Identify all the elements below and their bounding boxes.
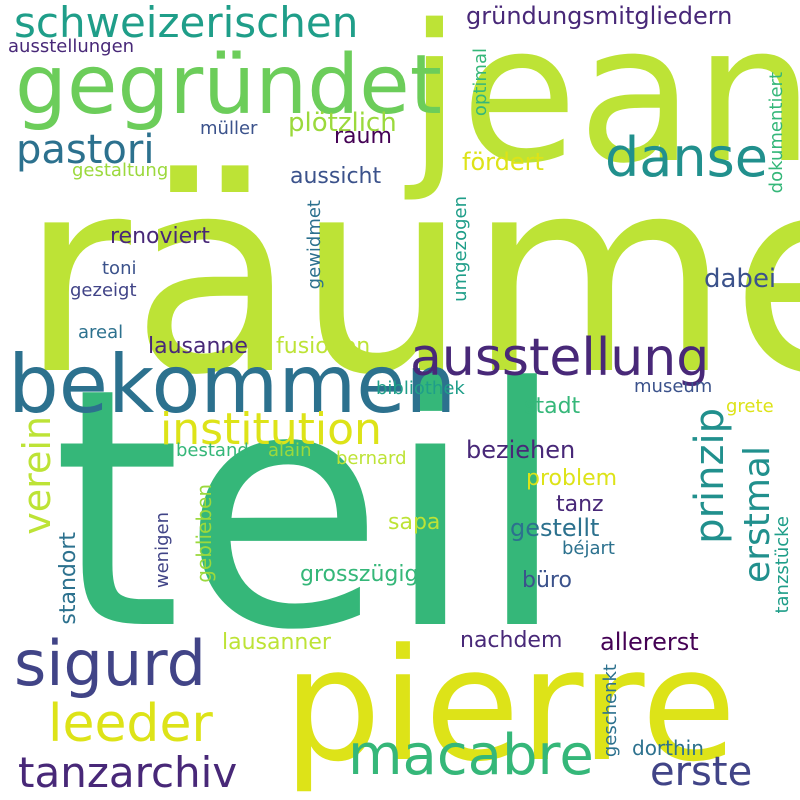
word-allererst: allererst bbox=[600, 628, 699, 656]
word-lausanne: lausanne bbox=[148, 334, 248, 359]
word-pierre: pierre bbox=[283, 615, 737, 796]
word-raume: räume bbox=[20, 119, 800, 434]
word-umgezogen: umgezogen bbox=[450, 196, 471, 302]
word-jean: jean bbox=[408, 0, 800, 205]
word-fusionen: fusionen bbox=[276, 334, 371, 359]
word-museum: museum bbox=[634, 376, 713, 397]
word-renoviert: renoviert bbox=[110, 224, 210, 249]
word-sapa: sapa bbox=[388, 510, 441, 535]
word-bekommen: bekommen bbox=[8, 338, 457, 431]
word-grosszugig: grosszügig bbox=[300, 562, 419, 587]
word-dorthin: dorthin bbox=[632, 736, 704, 760]
word-macabre: macabre bbox=[348, 723, 594, 788]
word-fordert: fördert bbox=[462, 148, 544, 176]
word-tanzarchiv: tanzarchiv bbox=[18, 748, 238, 797]
word-toni: toni bbox=[102, 258, 137, 279]
word-muller: müller bbox=[200, 118, 258, 139]
word-tanzstucke: tanzstücke bbox=[772, 516, 793, 614]
word-plotzlich: plötzlich bbox=[288, 108, 397, 138]
word-schweizerischen: schweizerischen bbox=[14, 0, 359, 47]
word-grete: grete bbox=[726, 396, 774, 417]
word-erstmal: erstmal bbox=[737, 446, 778, 583]
word-dabei: dabei bbox=[704, 264, 777, 294]
word-alain: alain bbox=[268, 440, 312, 461]
word-buro: büro bbox=[522, 568, 572, 593]
word-bejart: béjart bbox=[562, 538, 615, 559]
word-problem: problem bbox=[526, 466, 618, 491]
word-bibliothek: bibliothek bbox=[376, 378, 465, 399]
word-grundungsmitgliedern: gründungsmitgliedern bbox=[466, 2, 733, 30]
word-teil: teil bbox=[52, 318, 568, 702]
word-aussicht: aussicht bbox=[290, 164, 382, 189]
word-bernard: bernard bbox=[336, 448, 407, 469]
word-sigurd: sigurd bbox=[14, 627, 206, 700]
word-erste: erste bbox=[650, 749, 753, 795]
word-nachdem: nachdem bbox=[460, 628, 563, 653]
word-beziehen: beziehen bbox=[466, 436, 576, 464]
word-geschenkt: geschenkt bbox=[600, 664, 621, 758]
word-danse: danse bbox=[605, 126, 768, 189]
word-gegrundet: gegründet bbox=[15, 38, 442, 133]
word-tanz: tanz bbox=[556, 492, 604, 517]
word-institution: institution bbox=[160, 404, 382, 455]
word-areal: areal bbox=[78, 322, 124, 343]
word-ausstellungen: ausstellungen bbox=[8, 36, 135, 57]
word-verein: verein bbox=[15, 416, 59, 535]
word-pastori: pastori bbox=[16, 127, 155, 173]
word-ausstellung: ausstellung bbox=[410, 328, 710, 388]
word-prinzip: prinzip bbox=[687, 408, 733, 544]
word-standort: standort bbox=[56, 532, 81, 625]
word-geblieben: geblieben bbox=[192, 484, 216, 583]
word-gestellt: gestellt bbox=[510, 514, 600, 542]
word-leeder: leeder bbox=[48, 694, 213, 754]
word-dokumentiert: dokumentiert bbox=[766, 72, 787, 194]
word-optimal: optimal bbox=[470, 48, 491, 117]
word-bestand: bestand bbox=[176, 440, 249, 461]
word-raum: raum bbox=[334, 124, 392, 149]
word-stadt: stadt bbox=[524, 394, 581, 419]
word-gestaltung: gestaltung bbox=[72, 160, 169, 181]
word-gezeigt: gezeigt bbox=[70, 280, 137, 301]
word-gewidmet: gewidmet bbox=[304, 200, 325, 290]
word-lausanner: lausanner bbox=[222, 630, 331, 655]
word-wenigen: wenigen bbox=[152, 512, 173, 589]
